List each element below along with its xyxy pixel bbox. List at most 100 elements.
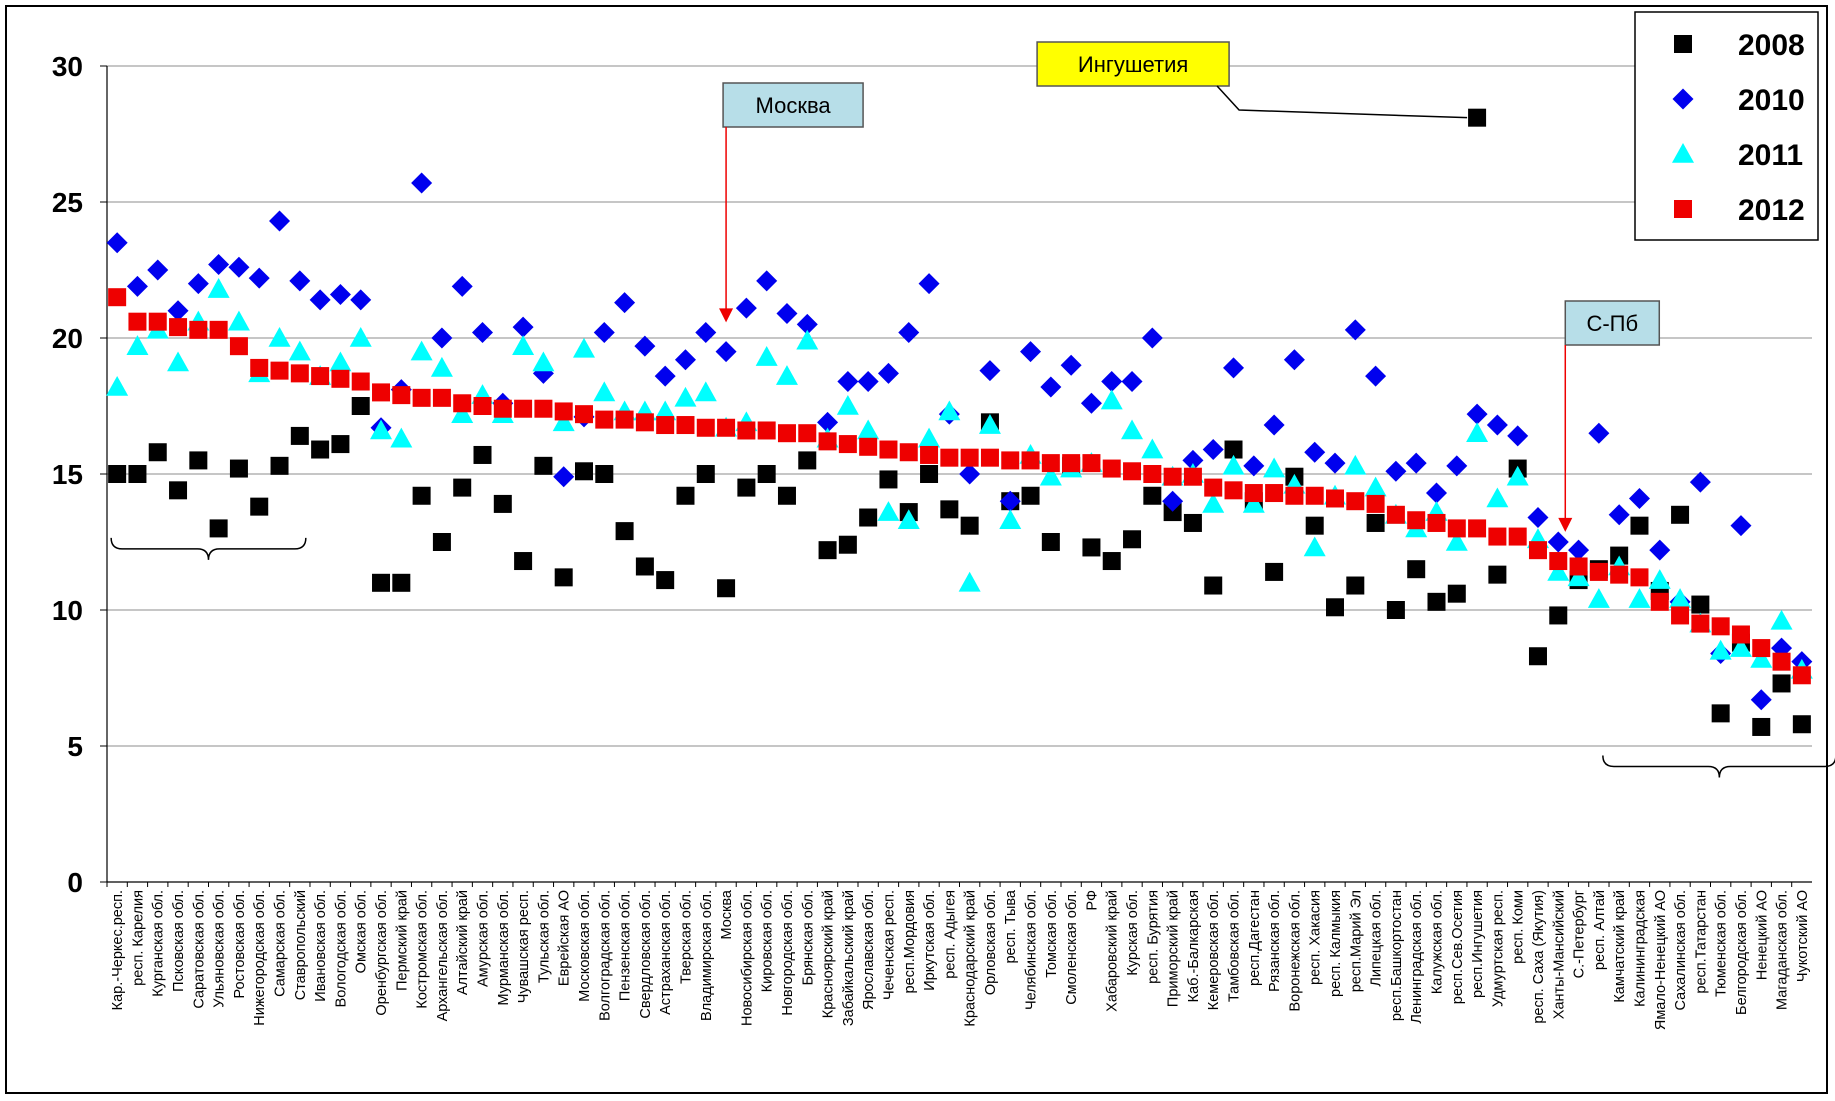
y-tick-label: 20 [52,323,83,354]
legend-label: 2012 [1738,194,1805,227]
series-2010-point [1080,392,1102,414]
series-2012-point [1082,454,1101,473]
series-2012-point [859,437,878,456]
x-tick-label: Архангельская обл. [435,890,451,1021]
x-tick-label: Тверская обл. [678,890,694,984]
series-2008-point [1021,486,1040,505]
x-tick-label: Ульяновская обл. [212,890,228,1008]
series-2008-point [1265,562,1284,581]
x-tick-label: Сахалинская обл. [1673,890,1689,1010]
series-2011-point [836,395,859,415]
series-2010-point [979,360,1001,382]
series-2008-point [1143,486,1162,505]
series-2012-point [656,416,675,435]
x-tick-label: Калужская обл. [1429,890,1445,994]
series-2010-point [1547,531,1569,553]
series-2012-point [148,312,167,331]
series-2012-point [372,383,391,402]
series-2011-point [958,571,981,592]
series-2011-point [1445,531,1468,551]
y-tick-label: 30 [52,51,83,82]
series-2010-point [1486,414,1508,436]
series-2012-point [1102,459,1121,478]
series-2012-point [1244,484,1263,503]
x-tick-label: Брянская обл. [800,890,816,985]
x-tick-label: Нижегородская обл. [252,890,268,1026]
x-tick-label: Астраханская обл. [658,890,674,1015]
series-2010-point [1040,376,1062,398]
series-2012-point [412,388,431,407]
series-2008-point [1346,576,1365,595]
series-2012-point [331,369,350,388]
series-2010-point [735,297,757,319]
series-2012-point [351,372,370,391]
right-brace [1602,755,1835,778]
series-2010-point [898,322,920,344]
series-2012-point [818,432,837,451]
series-2012-point [1163,467,1182,486]
series-2008-point [1102,552,1121,571]
series-2011-point [126,335,149,355]
series-2011-point [755,346,778,366]
x-tick-label: респ.Татарстан [1693,890,1709,994]
series-2008-point [798,451,817,470]
series-2012-point [595,410,614,429]
series-2010-point [1020,341,1042,363]
x-tick-label: Оренбургская обл. [374,890,390,1016]
x-tick-label: Челябинская обл. [1024,890,1040,1010]
series-2008-point [1671,505,1690,524]
x-tick-label: Ярославская обл. [861,890,877,1010]
x-tick-label: Омская обл. [354,890,370,973]
series-2011-point [451,403,474,423]
series-2011-point [938,400,961,421]
x-tick-label: респ. Хакасия [1308,890,1324,985]
series-2008-point [737,478,756,497]
series-2012-point [574,405,593,424]
annotation-label: Ингушетия [1078,52,1188,77]
series-2011-point [572,337,595,358]
series-2008-point [250,497,269,516]
series-2010-point [1588,422,1610,444]
x-tick-label: Чеченская респ. [881,890,897,1000]
x-tick-label: Хабаровский край [1105,890,1121,1012]
x-tick-label: Рязанская обл. [1267,890,1283,992]
series-2011-point [1587,588,1610,608]
series-2011-point [1039,465,1062,486]
series-2012-point [169,318,188,337]
series-2008-point [676,486,695,505]
series-2012-point [1204,478,1223,497]
series-2012-point [473,397,492,415]
series-2008-point [412,486,431,505]
x-tick-label: Псковская обл. [171,890,187,992]
x-tick-label: Иркутская обл. [922,890,938,991]
series-2008-point [1630,516,1649,535]
series-2010-point [1608,504,1630,526]
series-2012-point [1792,666,1811,685]
series-2010-point [147,259,169,281]
x-tick-label: респ. Бурятия [1145,890,1161,984]
x-tick-label: респ.Мордовия [902,890,918,993]
legend-marker-2011 [1672,143,1694,163]
x-tick-label: С.-Петербург [1572,890,1588,978]
x-tick-label: респ. Адыгея [942,890,958,979]
series-2008-point [1204,576,1223,595]
series-2008-point [493,494,512,513]
series-2010-point [1730,515,1752,537]
legend-label: 2008 [1738,29,1805,62]
series-2008-point [1163,503,1182,522]
series-2011-point [329,351,352,372]
series-2010-point [1243,455,1265,477]
series-2011-point [410,340,433,361]
x-tick-label: респ.Марий Эл [1348,890,1364,992]
series-2011-point [918,427,941,448]
series-2012-point [1711,617,1730,636]
legend-marker-2010 [1672,88,1694,110]
series-2008-point [372,573,391,592]
series-2011-point [897,509,920,530]
x-tick-label: Магаданская обл. [1775,890,1791,1010]
annotation-box [722,82,864,128]
series-2010-point [1324,452,1346,474]
series-2010-point [126,275,148,297]
series-2010-point [431,327,453,349]
series-2012-point [1285,486,1304,505]
